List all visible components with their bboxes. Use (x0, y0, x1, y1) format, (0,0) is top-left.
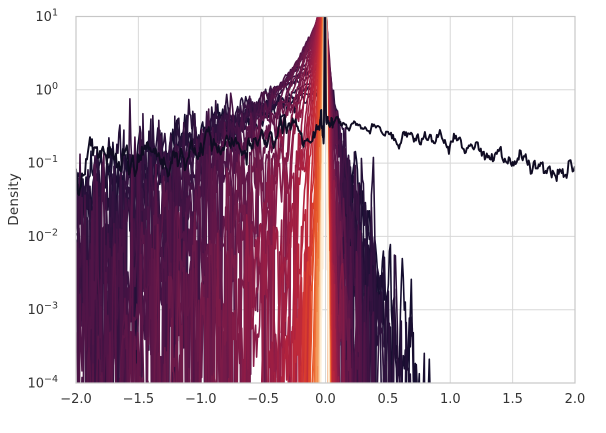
y-tick-label: 100 (35, 81, 58, 99)
y-tick-label: 10−4 (27, 374, 58, 392)
kde-curve-20 (241, 16, 339, 383)
kde-curves (76, 16, 575, 383)
y-axis-label: Density (6, 173, 22, 226)
plot-spines (75, 15, 576, 384)
x-tick-labels: −2.0 −1.5 −1.0 −0.5 0.0 0.5 1.0 1.5 2.0 (60, 392, 585, 407)
y-tick-labels: 101 100 10−1 10−2 10−3 10−4 (27, 8, 58, 392)
x-tick-label: 2.0 (565, 392, 586, 407)
x-tick-label: 1.0 (440, 392, 461, 407)
kde-curve-special (76, 16, 575, 197)
x-tick-label: −1.0 (185, 392, 217, 407)
kde-curve-16 (170, 16, 347, 383)
y-tick-label: 10−3 (27, 301, 58, 319)
x-tick-label: 0.0 (315, 392, 336, 407)
y-tick-label: 10−1 (27, 154, 58, 172)
y-axis-label-wrap: Density (6, 16, 22, 383)
kde-curve-43 (319, 16, 330, 383)
x-tick-label: 0.5 (378, 392, 399, 407)
x-tick-label: −2.0 (60, 392, 92, 407)
y-tick-label: 10−2 (27, 227, 58, 245)
x-tick-label: −1.5 (123, 392, 155, 407)
x-tick-label: 1.5 (502, 392, 523, 407)
x-tick-label: −0.5 (247, 392, 279, 407)
y-tick-label: 101 (35, 8, 58, 26)
